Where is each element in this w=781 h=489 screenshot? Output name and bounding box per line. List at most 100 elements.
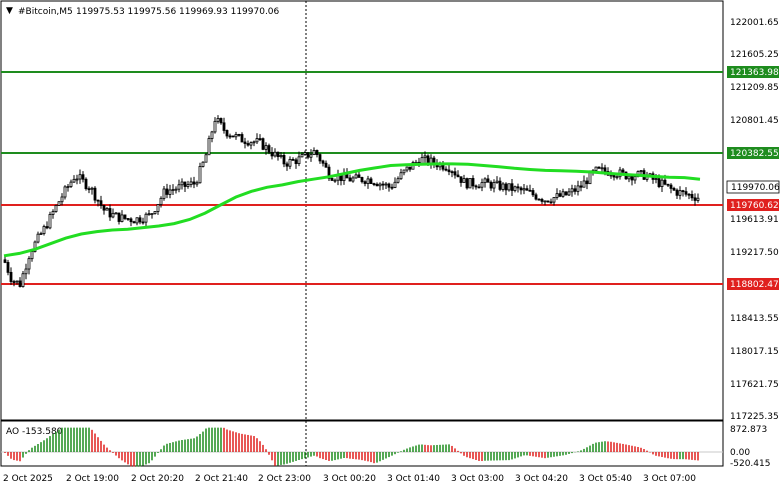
candle-body: [375, 183, 379, 187]
candle-body: [57, 201, 61, 206]
candle-body: [300, 154, 304, 158]
candle-body: [609, 174, 613, 177]
candle-body: [234, 134, 238, 138]
candle-body: [216, 118, 220, 122]
candle-body: [459, 176, 463, 183]
candle-body: [210, 131, 214, 139]
candle-body: [378, 183, 382, 187]
candle-body: [102, 205, 106, 211]
candle-body: [399, 172, 403, 180]
moving-average-line: [3, 162, 701, 258]
candle-body: [354, 174, 358, 179]
price-tick: 117621.75: [730, 380, 779, 390]
candle-body: [75, 178, 79, 181]
candle-body: [126, 218, 130, 220]
candle-body: [321, 160, 325, 164]
candle-body: [132, 221, 136, 224]
candle-body: [228, 135, 232, 138]
candle-body: [675, 189, 679, 196]
candle-body: [231, 135, 235, 138]
candle-body: [561, 191, 565, 197]
candle-body: [687, 193, 691, 196]
candle-body: [219, 118, 223, 124]
candle-body: [510, 183, 514, 191]
candle-body: [357, 174, 361, 178]
candle-body: [366, 178, 370, 184]
candle-body: [660, 179, 664, 187]
candle-body: [684, 191, 688, 195]
candle-body: [537, 198, 541, 201]
ao-scale-bottom: -520.415: [730, 459, 770, 469]
candle-body: [225, 130, 229, 137]
candle-body: [120, 214, 124, 222]
level-label-resistance-lower: 120382.55: [730, 149, 779, 159]
candle-body: [237, 134, 241, 136]
candle-body: [456, 174, 460, 178]
candle-body: [465, 178, 469, 189]
candle-body: [543, 200, 547, 203]
candle-body: [594, 166, 598, 171]
candle-body: [222, 122, 226, 131]
candle-body: [351, 177, 355, 182]
candle-body: [600, 167, 604, 170]
header-arrow-icon: ▼: [6, 6, 13, 16]
candle-body: [21, 273, 25, 287]
candle-body: [570, 188, 574, 193]
candle-body: [507, 183, 511, 191]
time-tick: 3 Oct 04:20: [515, 474, 568, 484]
candle-body: [657, 178, 661, 187]
candle-body: [552, 197, 556, 203]
candle-body: [309, 154, 313, 158]
candle-body: [12, 281, 16, 283]
candle-body: [312, 150, 316, 156]
candle-body: [186, 184, 190, 187]
candle-body: [495, 180, 499, 183]
candle-body: [546, 200, 550, 203]
candle-body: [564, 191, 568, 196]
price-tick: 119217.50: [730, 248, 779, 258]
ao-histogram: [4, 427, 699, 467]
candle-body: [51, 211, 55, 215]
candle-body: [129, 218, 133, 223]
candle-body: [477, 186, 481, 189]
candle-body: [192, 181, 196, 185]
candle-body: [390, 186, 394, 189]
candle-body: [177, 184, 181, 190]
candle-body: [603, 167, 607, 172]
candle-body: [339, 174, 343, 182]
price-axis[interactable]: 122001.65 121605.25 121209.85 120801.45 …: [730, 18, 779, 422]
time-tick: 3 Oct 03:00: [451, 474, 504, 484]
candle-body: [276, 151, 280, 158]
price-tick: 122001.65: [730, 18, 779, 28]
candle-body: [381, 183, 385, 186]
candle-body: [360, 177, 364, 183]
candle-body: [531, 190, 535, 196]
candle-body: [471, 178, 475, 187]
time-tick: 3 Oct 00:20: [323, 474, 376, 484]
candle-body: [384, 183, 388, 186]
time-axis[interactable]: 2 Oct 2025 2 Oct 19:00 2 Oct 20:20 2 Oct…: [3, 474, 696, 484]
candle-body: [540, 199, 544, 202]
candle-body: [270, 151, 274, 157]
candle-body: [318, 154, 322, 162]
candle-body: [258, 138, 262, 140]
main-chart-panel[interactable]: [0, 0, 724, 421]
candle-body: [30, 251, 34, 260]
candle-body: [615, 176, 619, 179]
candle-body: [240, 134, 244, 143]
time-tick: 2 Oct 23:00: [258, 474, 311, 484]
candle-body: [285, 163, 289, 167]
candle-body: [243, 141, 247, 144]
candle-body: [162, 188, 166, 199]
candle-body: [330, 178, 334, 181]
time-tick: 2 Oct 19:00: [66, 474, 119, 484]
candle-body: [72, 178, 76, 183]
candle-body: [627, 175, 631, 180]
candle-body: [630, 175, 634, 181]
candle-body: [672, 187, 676, 191]
candle-body: [9, 271, 13, 282]
price-tick: 118413.55: [730, 314, 779, 324]
candle-body: [369, 178, 373, 184]
candle-body: [402, 169, 406, 174]
candle-body: [306, 152, 310, 158]
